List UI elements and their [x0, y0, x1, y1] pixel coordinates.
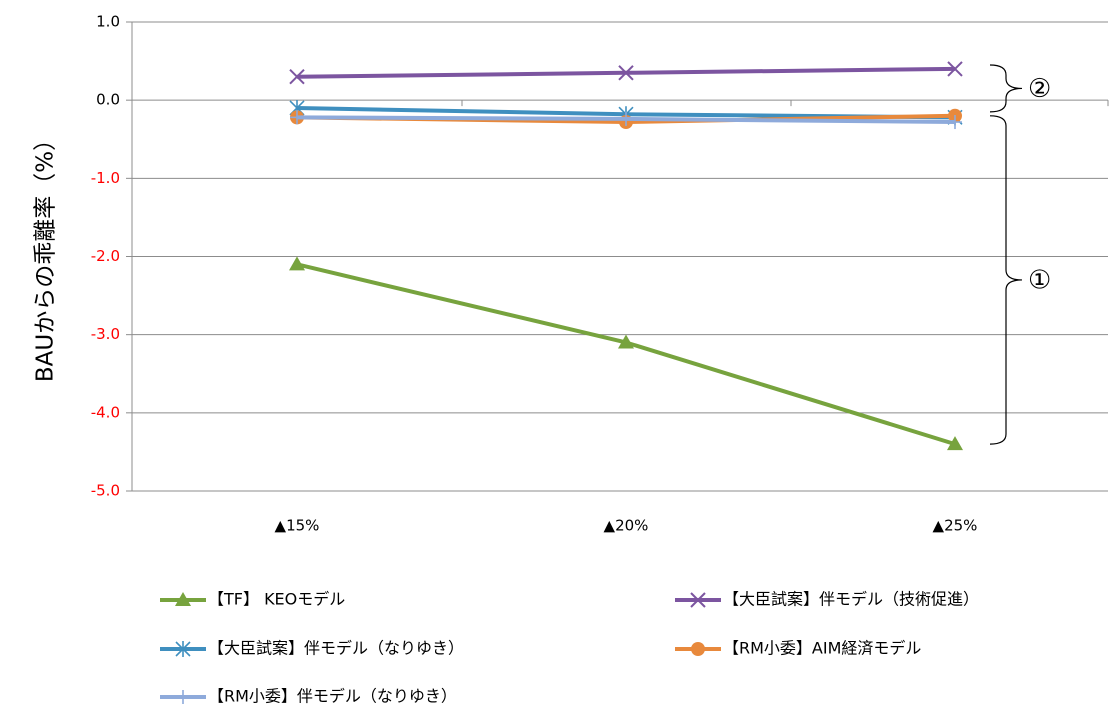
data-point [290, 110, 304, 125]
data-point [289, 69, 305, 85]
annotation-1: ① [989, 115, 1051, 445]
data-point [947, 436, 963, 451]
data-point [619, 111, 633, 126]
y-tick-label: -2.0 [91, 247, 120, 265]
data-point [691, 642, 705, 656]
legend-item: 【RM小委】AIM経済モデル [675, 639, 921, 658]
annotation-2: ② [989, 64, 1051, 113]
x-tick-label: ▲15% [275, 517, 320, 535]
y-tick-label: 1.0 [96, 13, 120, 31]
annotation-label: ② [1028, 74, 1051, 104]
x-tick-label: ▲25% [933, 517, 978, 535]
series-2 [289, 61, 963, 85]
data-point [175, 592, 191, 606]
y-tick-label: 0.0 [96, 91, 120, 109]
data-point [618, 65, 634, 81]
y-tick-label: -1.0 [91, 169, 120, 187]
legend-label: 【RM小委】伴モデル（なりゆき） [208, 687, 457, 706]
annotation-label: ① [1028, 265, 1051, 295]
legend: 【TF】 KEOモデル 【大臣試案】伴モデル（技術促進） 【大臣試案】伴モデル（なり… [160, 590, 979, 706]
axes [126, 21, 1109, 492]
data-point [947, 61, 963, 77]
grid [132, 21, 1108, 492]
y-tick-label: -4.0 [91, 403, 120, 421]
y-ticks: 1.0 0.0 -1.0 -2.0 -3.0 -4.0 -5.0 [91, 13, 120, 500]
brace [989, 64, 1023, 113]
marker-stroke [618, 65, 634, 81]
annotations: ②① [989, 64, 1051, 445]
brace [989, 115, 1023, 445]
series-1 [289, 256, 963, 451]
data-point [175, 641, 191, 657]
legend-label: 【大臣試案】伴モデル（技術促進） [723, 590, 979, 609]
legend-label: 【TF】 KEOモデル [208, 590, 345, 609]
data-point [948, 115, 962, 130]
y-tick-label: -5.0 [91, 482, 120, 500]
legend-item: 【大臣試案】伴モデル（なりゆき） [160, 639, 464, 658]
data-point [289, 256, 305, 271]
data-point [690, 592, 706, 608]
series-layer [289, 61, 963, 451]
legend-item: 【大臣試案】伴モデル（技術促進） [675, 590, 979, 609]
data-point [176, 690, 190, 704]
marker-stroke [947, 61, 963, 77]
legend-label: 【RM小委】AIM経済モデル [723, 639, 921, 658]
legend-label: 【大臣試案】伴モデル（なりゆき） [208, 639, 464, 658]
x-ticks: ▲15% ▲20% ▲25% [275, 517, 978, 535]
marker-stroke [690, 592, 706, 608]
legend-item: 【RM小委】伴モデル（なりゆき） [160, 687, 457, 706]
y-axis-label: BAUからの乖離率（%） [33, 128, 59, 382]
series-5 [290, 110, 962, 130]
legend-item: 【TF】 KEOモデル [160, 590, 345, 609]
y-tick-label: -3.0 [91, 325, 120, 343]
data-point [618, 334, 634, 349]
x-tick-label: ▲20% [604, 517, 649, 535]
series-line [296, 262, 956, 447]
marker-stroke [289, 69, 305, 85]
